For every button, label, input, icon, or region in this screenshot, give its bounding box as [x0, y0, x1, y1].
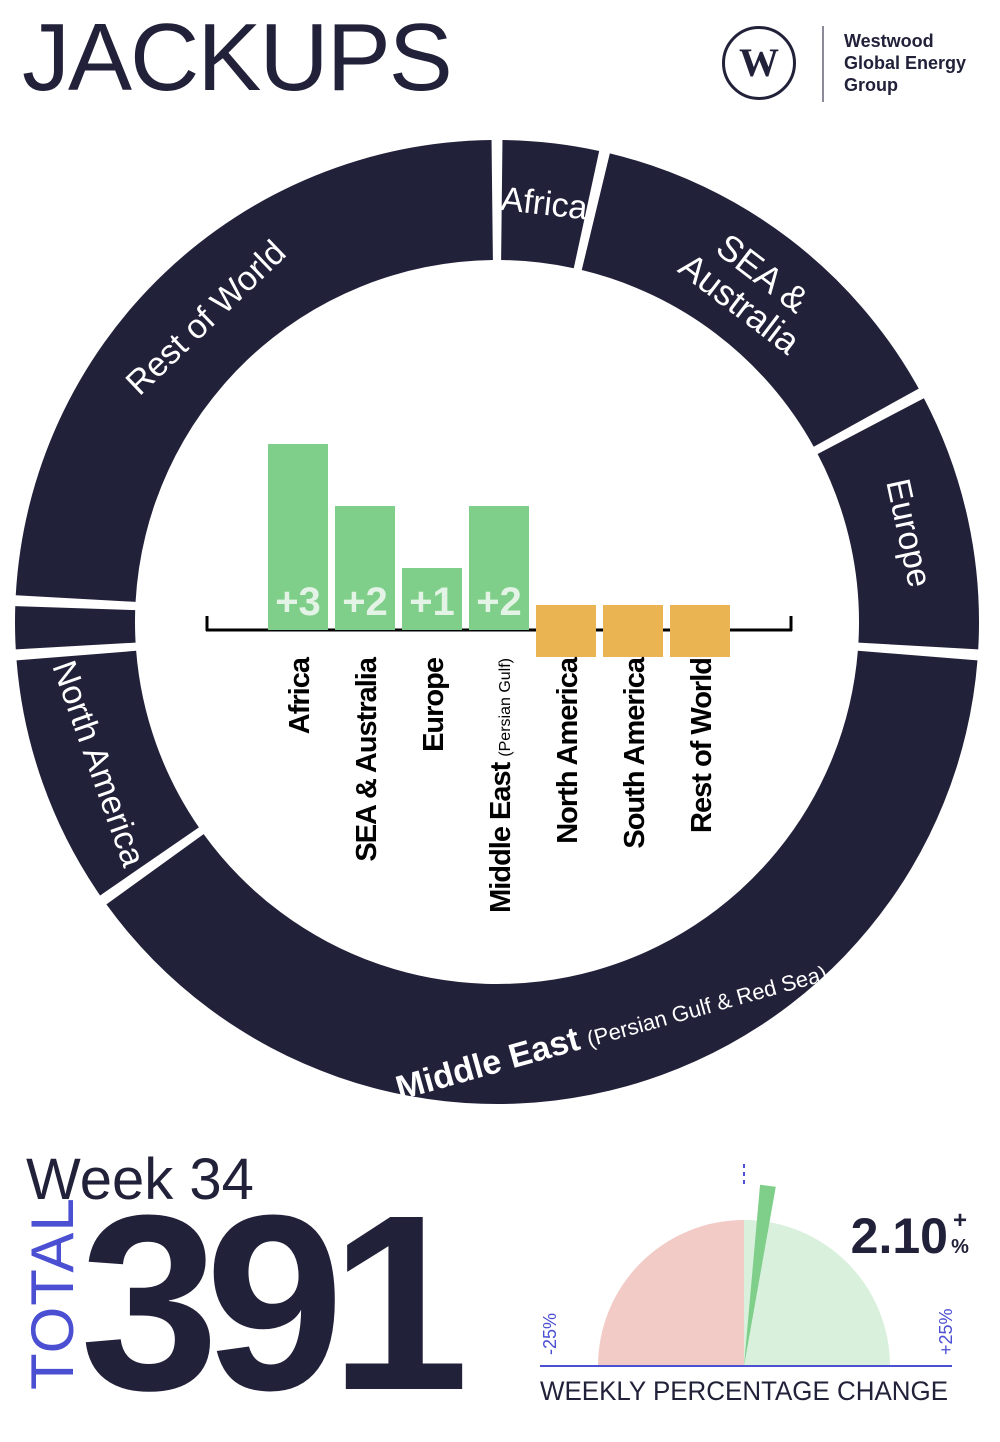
bar-value-label: +2 [342, 580, 388, 624]
bar-category-label: Africa [284, 656, 316, 734]
bar-category-note: (Persian Gulf) [497, 658, 514, 757]
bar-africa [268, 444, 328, 630]
bar-category-main: SEA & Australia [351, 656, 383, 862]
bar-category-label: SEA & Australia [351, 656, 383, 862]
gauge-value: 2.10 [851, 1208, 948, 1264]
bar-category-text: Middle East (Persian Gulf) [485, 658, 517, 913]
gauge-value-unit: % [951, 1236, 969, 1258]
gauge-negative-half [598, 1220, 744, 1366]
bar-value-label: +3 [275, 580, 321, 624]
gauge-min-label: -25% [540, 1313, 560, 1355]
donut-segment-rest-of-world [15, 140, 493, 602]
donut-segment-europe [817, 398, 979, 650]
gauge-value-sign: + [953, 1207, 967, 1234]
bar-rest-of-world [670, 605, 730, 657]
bar-category-text: Africa [284, 656, 316, 734]
donut-segment-africa [501, 140, 600, 269]
donut-segment-middle-east-persian-gulf-red-sea [106, 650, 978, 1104]
bar-category-label: North America [552, 656, 584, 844]
bar-category-label: Europe [418, 657, 450, 752]
bar-europe [402, 568, 462, 630]
logo-wordmark: Westwood Global Energy Group [844, 30, 966, 96]
bar-category-text: Europe [418, 657, 450, 752]
logo-line-1: Westwood [844, 31, 934, 51]
logo-line-3: Group [844, 75, 898, 95]
bar-category-text: South America [619, 656, 651, 848]
bar-south-america [603, 605, 663, 657]
donut-segment-sea-australia [581, 153, 919, 447]
bar-middle-east [469, 506, 529, 630]
donut-segment-north-america [16, 650, 199, 896]
bar-category-main: Europe [418, 657, 450, 752]
bar-category-label: Middle East (Persian Gulf) [485, 658, 517, 913]
gauge-max-label: +25% [936, 1308, 956, 1355]
gauge-positive-half [744, 1220, 890, 1366]
total-label: TOTAL [19, 1197, 86, 1390]
bar-category-main: North America [552, 656, 584, 844]
page-title: JACKUPS [22, 4, 453, 111]
logo-divider [822, 26, 824, 102]
bar-category-text: North America [552, 656, 584, 844]
week-label: Week 34 [26, 1147, 254, 1212]
bar-category-text: Rest of World [686, 658, 718, 833]
gauge-needle [744, 1184, 776, 1366]
total-value: 391 [80, 1163, 469, 1442]
bar-category-main: Africa [284, 656, 316, 734]
bar-value-label: +1 [409, 580, 455, 624]
westwood-w-logo-icon: W [739, 40, 779, 85]
bar-category-main: Rest of World [686, 658, 718, 833]
bar-category-main: Middle East [485, 761, 517, 912]
bar-sea-australia [335, 506, 395, 630]
logo-line-2: Global Energy [844, 53, 967, 73]
bar-category-label: South America [619, 656, 651, 848]
bar-category-text: SEA & Australia [351, 656, 383, 862]
weekly-change-gauge: 2.10 +% -25% +25% WEEKLY PERCENTAGE CHANGE [540, 1164, 969, 1406]
donut-segment-south-america [14, 606, 136, 650]
bar-category-label: Rest of World [686, 658, 718, 833]
company-logo: W Westwood Global Energy Group [722, 24, 992, 104]
bar-value-label: +2 [476, 580, 522, 624]
gauge-title: WEEKLY PERCENTAGE CHANGE [540, 1376, 948, 1406]
logo-circle-icon [722, 26, 796, 100]
bar-north-america [536, 605, 596, 657]
bar-category-main: South America [619, 656, 651, 848]
